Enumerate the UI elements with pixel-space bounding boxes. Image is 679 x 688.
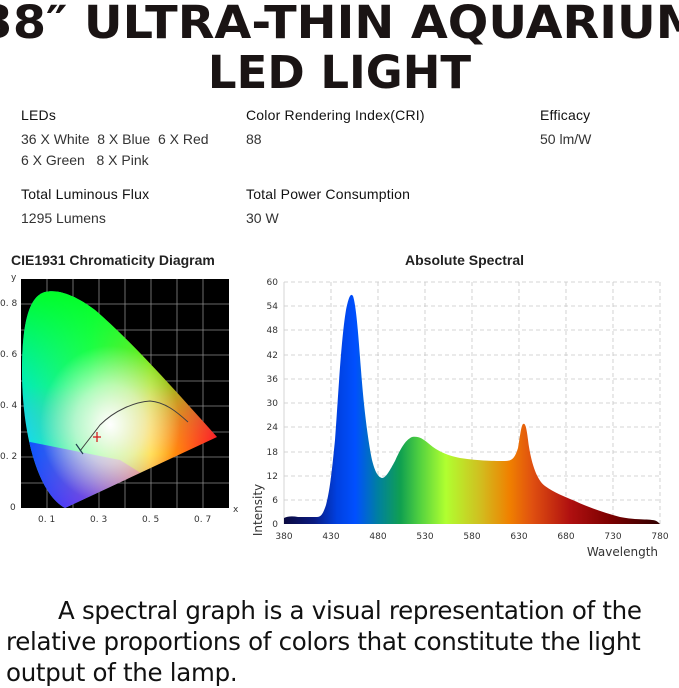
absolute-spectral-chart: 0 6 12 18 24 30 36 42 48 54 60 380 430 4… [251, 278, 669, 559]
spectral-x-tick: 630 [510, 532, 527, 542]
spectral-y-tick: 6 [272, 496, 278, 506]
spectral-x-tick: 430 [322, 532, 339, 542]
spectral-y-tick: 18 [267, 448, 279, 458]
spectral-x-tick: 730 [604, 532, 621, 542]
spectral-y-tick: 30 [267, 399, 279, 409]
spectral-x-tick: 680 [557, 532, 574, 542]
spec-luminous-flux: Total Luminous Flux 1295 Lumens [21, 186, 149, 229]
spectral-y-tick: 24 [267, 423, 279, 433]
spec-luminous-flux-label: Total Luminous Flux [21, 186, 150, 202]
spec-leds-value-line-2: 6 X Green 8 X Pink [21, 152, 149, 168]
cie-y-tick-0: 0 [10, 503, 16, 513]
chromaticity-point-marker [93, 432, 101, 442]
spectral-y-tick: 48 [267, 326, 279, 336]
planckian-locus [79, 400, 189, 452]
spec-leds-value-line-1: 36 X White 8 X Blue 6 X Red [21, 131, 209, 147]
spec-efficacy-label: Efficacy [540, 107, 591, 123]
spectral-y-tick: 0 [272, 520, 278, 530]
description-paragraph: A spectral graph is a visual representat… [6, 595, 678, 688]
spectral-y-tick: 36 [267, 375, 279, 385]
spectral-x-tick: 380 [275, 532, 292, 542]
cie-y-tick-0.2: 0. 2 [0, 452, 17, 462]
spectral-y-tick: 42 [267, 351, 278, 361]
spec-power-label: Total Power Consumption [246, 186, 411, 202]
cie-y-tick-0.4: 0. 4 [0, 401, 17, 411]
spectral-x-ticks: 380 430 480 530 580 630 680 730 780 [275, 532, 668, 542]
spec-power-value: 30 W [246, 210, 279, 226]
cie-x-tick-0.1: 0. 1 [38, 515, 55, 525]
spectral-y-tick: 60 [267, 278, 279, 288]
spectral-y-tick: 12 [267, 472, 278, 482]
cie-y-tick-0.8: 0. 8 [0, 299, 17, 309]
spec-luminous-flux-value: 1295 Lumens [21, 210, 106, 226]
description-text: A spectral graph is a visual representat… [6, 596, 642, 687]
spec-cri: Color Rendering Index(CRI) 88 [246, 107, 425, 150]
spec-efficacy: Efficacy 50 lm/W [540, 107, 591, 150]
cie-chromaticity-diagram: y x 0. 8 0. 6 0. 4 0. 2 0 0. 1 0. 3 0. 5… [0, 273, 239, 525]
spec-power: Total Power Consumption 30 W [246, 186, 410, 229]
cie-x-axis-label: x [233, 505, 239, 515]
spec-cri-label: Color Rendering Index(CRI) [246, 107, 425, 123]
spec-leds-label: LEDs [21, 107, 57, 123]
spectral-y-ticks: 0 6 12 18 24 30 36 42 48 54 60 [267, 278, 279, 530]
spectral-curve-area [284, 294, 660, 524]
spectral-grid [284, 281, 661, 524]
product-title-line-1: 38″ ULTRA-THIN AQUARIUM [0, 0, 679, 49]
cie-x-tick-0.7: 0. 7 [194, 515, 211, 525]
spec-leds: LEDs 36 X White 8 X Blue 6 X Red 6 X Gre… [21, 107, 209, 171]
cie-y-tick-0.6: 0. 6 [0, 350, 17, 360]
spectral-x-tick: 530 [416, 532, 433, 542]
spec-cri-value: 88 [246, 131, 262, 147]
spec-leds-value: 36 X White 8 X Blue 6 X Red 6 X Green 8 … [21, 129, 209, 171]
product-title-line-2: LED LIGHT [207, 46, 472, 99]
cie-y-axis-label: y [11, 273, 17, 283]
cie-x-tick-0.5: 0. 5 [142, 515, 159, 525]
spectral-x-axis-label: Wavelength [587, 545, 658, 559]
cie-x-tick-0.3: 0. 3 [90, 515, 107, 525]
spectral-x-tick: 480 [369, 532, 386, 542]
spectral-chart-title: Absolute Spectral [405, 252, 525, 268]
spectral-x-tick: 780 [651, 532, 668, 542]
cie-diagram-title: CIE1931 Chromaticity Diagram [11, 252, 215, 268]
cie-axis-labels: y x 0. 8 0. 6 0. 4 0. 2 0 0. 1 0. 3 0. 5… [0, 273, 239, 525]
spectral-x-tick: 580 [463, 532, 480, 542]
spectral-y-tick: 54 [267, 302, 279, 312]
spectral-y-axis-label: Intensity [251, 484, 265, 536]
spec-efficacy-value: 50 lm/W [540, 131, 592, 147]
